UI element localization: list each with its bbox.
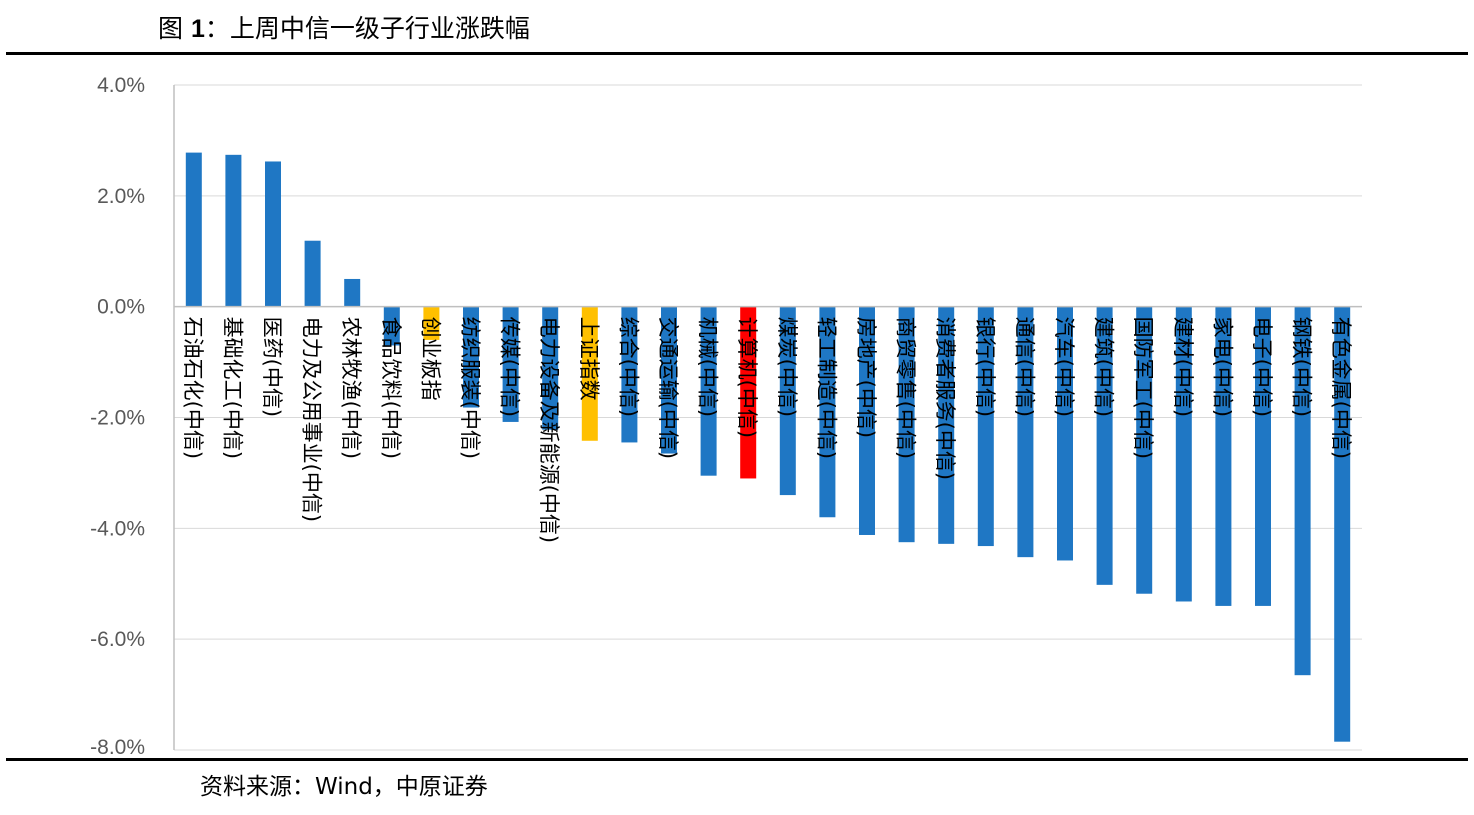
category-label: 创业板指 xyxy=(418,317,442,401)
bar xyxy=(621,306,638,443)
bar xyxy=(1017,306,1034,558)
category-label: 纺织服装(中信) xyxy=(458,317,482,459)
bar xyxy=(700,306,717,476)
bar xyxy=(304,240,321,307)
top-rule xyxy=(6,52,1468,55)
category-label: 家电(中信) xyxy=(1210,317,1234,417)
category-label: 农林牧渔(中信) xyxy=(339,317,363,459)
bar xyxy=(265,161,281,307)
bar xyxy=(423,306,440,340)
category-label: 石油石化(中信) xyxy=(181,317,205,459)
category-label: 食品饮料(中信) xyxy=(379,317,403,459)
bar xyxy=(344,278,361,307)
category-label: 电子(中信) xyxy=(1250,317,1274,417)
bar xyxy=(225,154,242,307)
bar xyxy=(502,306,519,422)
category-label: 建材(中信) xyxy=(1171,317,1195,417)
bar xyxy=(779,306,796,496)
figure-title-text: ：上周中信一级子行业涨跌幅 xyxy=(204,14,530,43)
category-label: 电力及公用事业(中信) xyxy=(300,317,324,522)
y-tick-label: 0.0% xyxy=(97,296,145,319)
bar xyxy=(977,306,994,547)
source-note: 资料来源：Wind，中原证券 xyxy=(200,774,488,800)
bar xyxy=(859,306,875,535)
y-tick-label: -6.0% xyxy=(90,628,145,651)
bar xyxy=(1294,306,1311,676)
bar-chart: 石油石化(中信) 基础化工(中信) 医药(中信) 电力及公用事业(中信) 农林牧渔(中信… xyxy=(90,74,1362,756)
category-label: 有色金属(中信) xyxy=(1329,317,1353,459)
category-label: 计算机(中信) xyxy=(735,317,759,438)
y-tick-label: -2.0% xyxy=(90,407,145,430)
bar-layer xyxy=(174,152,1362,742)
bar xyxy=(383,306,400,346)
category-label: 房地产(中信) xyxy=(854,317,878,438)
category-label: 通信(中信) xyxy=(1012,317,1036,417)
bar xyxy=(1255,306,1271,606)
y-tick-label: -8.0% xyxy=(90,736,145,756)
category-label: 交通运输(中信) xyxy=(656,317,680,459)
category-label: 电力设备及新能源(中信) xyxy=(537,317,561,543)
bar xyxy=(819,306,836,518)
category-label: 汽车(中信) xyxy=(1052,317,1076,417)
category-label: 上证指数 xyxy=(577,317,601,401)
y-tick-label: 4.0% xyxy=(97,74,145,97)
category-label: 银行(中信) xyxy=(973,317,997,417)
bar xyxy=(463,306,479,408)
category-label: 煤炭(中信) xyxy=(775,317,799,417)
category-label-layer: 石油石化(中信) 基础化工(中信) 医药(中信) 电力及公用事业(中信) 农林牧渔(中信… xyxy=(181,317,1353,543)
category-label: 传媒(中信) xyxy=(498,317,522,417)
bar xyxy=(581,306,598,441)
bar xyxy=(661,306,677,454)
y-tick-label: 2.0% xyxy=(97,185,145,208)
bar xyxy=(938,306,955,544)
bar xyxy=(1136,306,1153,594)
bar xyxy=(1175,306,1192,602)
bottom-rule xyxy=(6,758,1468,761)
bar xyxy=(898,306,915,543)
y-axis-ticks: 4.0% 2.0% 0.0% -2.0% -4.0% -6.0% -8.0% xyxy=(90,74,145,756)
category-label: 轻工制造(中信) xyxy=(814,317,838,459)
category-label: 钢铁(中信) xyxy=(1290,317,1314,417)
category-label: 国防军工(中信) xyxy=(1131,317,1155,459)
figure-number: 1 xyxy=(190,15,205,43)
category-label: 消费者服务(中信) xyxy=(933,317,957,480)
figure-title-prefix: 图 xyxy=(158,14,191,43)
bar xyxy=(542,306,559,430)
bar xyxy=(1215,306,1232,606)
figure-title: 图 1：上周中信一级子行业涨跌幅 xyxy=(158,12,530,46)
bar xyxy=(1096,306,1113,585)
category-label: 基础化工(中信) xyxy=(220,317,244,459)
category-label: 商贸零售(中信) xyxy=(894,317,918,459)
bar xyxy=(1057,306,1073,561)
y-tick-label: -4.0% xyxy=(90,517,145,540)
bar xyxy=(1334,306,1351,742)
category-label: 综合(中信) xyxy=(616,317,640,417)
category-label: 机械(中信) xyxy=(696,317,720,417)
category-label: 建筑(中信) xyxy=(1092,317,1116,417)
category-label: 医药(中信) xyxy=(260,317,284,417)
bar xyxy=(185,152,202,307)
bar xyxy=(740,306,757,479)
